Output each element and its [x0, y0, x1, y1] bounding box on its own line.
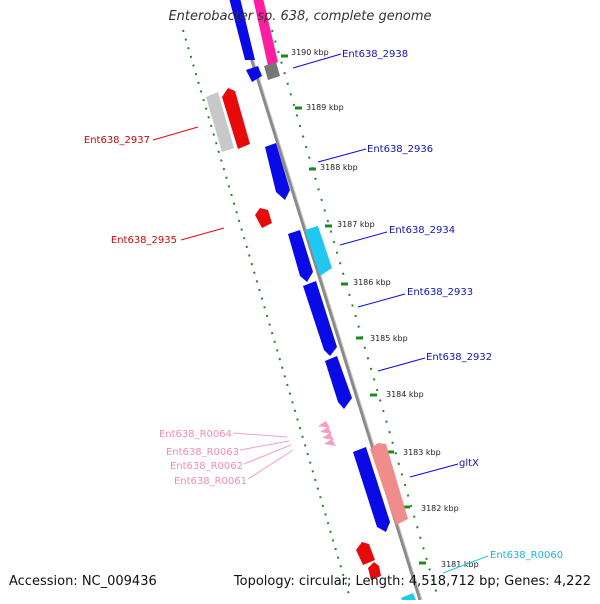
feature-ent2935: [255, 208, 272, 228]
feature-ent2934b: [305, 226, 332, 276]
kbp-label-3181: 3181 kbp: [441, 560, 479, 569]
kbp-label-3186: 3186 kbp: [353, 278, 391, 287]
gene-label-r0062: Ent638_R0062: [170, 461, 243, 472]
gene-label-r0064: Ent638_R0064: [159, 429, 232, 440]
callout-gltx: [409, 463, 459, 478]
kbp-label-3187: 3187 kbp: [337, 220, 375, 229]
feature-ent2932: [325, 356, 352, 409]
feature-ent2938-tip: [246, 66, 262, 82]
callout-r0060: [442, 555, 489, 574]
feature-r0062: [322, 433, 334, 440]
kbp-label-3183: 3183 kbp: [403, 448, 441, 457]
gene-label-r0061: Ent638_R0061: [174, 476, 247, 487]
kbp-label-3184: 3184 kbp: [386, 390, 424, 399]
callout-ent2938: [292, 53, 342, 69]
callout-ent2937: [152, 126, 199, 141]
callout-r0061: [247, 449, 294, 480]
feature-r0063: [320, 427, 332, 434]
feature-ent2934: [288, 230, 313, 282]
kbp-label-3188: 3188 kbp: [320, 163, 358, 172]
kbp-label-3189: 3189 kbp: [306, 103, 344, 112]
feature-r0064: [318, 421, 330, 428]
callout-ent2935: [180, 227, 225, 241]
feature-r0060: [401, 593, 416, 600]
feature-ent2936: [265, 143, 290, 200]
feature-ent2937-red: [222, 88, 250, 149]
kbp-label-3185: 3185 kbp: [370, 334, 408, 343]
feature-pseudo-top: [253, 0, 278, 66]
callout-r0064: [232, 432, 288, 438]
gene-label-ent2938: Ent638_2938: [342, 49, 408, 60]
features-rna: [318, 421, 336, 446]
feature-ent2937-gray: [206, 92, 234, 152]
gene-label-gltx: gltX: [459, 458, 479, 469]
gene-label-ent2936: Ent638_2936: [367, 144, 433, 155]
feature-ent2933: [303, 281, 337, 356]
features-reverse: [206, 0, 408, 580]
kbp-ticks: [281, 54, 426, 565]
callout-ent2936: [317, 148, 367, 163]
gene-label-ent2937: Ent638_2937: [84, 135, 150, 146]
gene-label-ent2933: Ent638_2933: [407, 287, 473, 298]
genome-summary: Topology: circular; Length: 4,518,712 bp…: [233, 574, 591, 589]
feature-bottom-red-2: [368, 562, 381, 580]
callouts: [152, 53, 489, 574]
callout-ent2933: [357, 293, 406, 308]
gene-label-ent2934: Ent638_2934: [389, 225, 455, 236]
feature-gltx-inner: [353, 447, 390, 532]
kbp-label-3190: 3190 kbp: [291, 48, 329, 57]
callout-r0062: [243, 444, 292, 465]
feature-ent2938-top: [229, 0, 255, 60]
gene-label-ent2932: Ent638_2932: [426, 352, 492, 363]
features-forward: [229, 0, 416, 600]
callout-ent2932: [377, 357, 426, 372]
gene-label-r0063: Ent638_R0063: [166, 447, 239, 458]
feature-bottom-red-1: [356, 542, 375, 565]
feature-pseudo-gray: [264, 62, 280, 80]
inner-ruler: [271, 29, 439, 599]
map-title: Enterobacter sp. 638, complete genome: [168, 9, 432, 24]
gene-label-ent2935: Ent638_2935: [111, 235, 177, 246]
feature-gltx-outer: [370, 443, 408, 525]
gene-label-r0060: Ent638_R0060: [490, 550, 563, 561]
accession-label: Accession: NC_009436: [9, 574, 157, 589]
callout-ent2934: [339, 231, 388, 246]
feature-r0061: [324, 439, 336, 446]
callout-r0063: [239, 440, 290, 451]
kbp-label-3182: 3182 kbp: [421, 504, 459, 513]
